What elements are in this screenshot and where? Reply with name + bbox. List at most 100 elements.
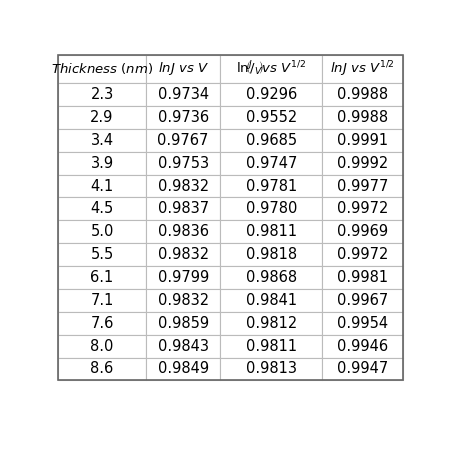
- Bar: [58, 198, 146, 220]
- Text: $\mathit{lnJ\ vs\ V}$: $\mathit{lnJ\ vs\ V}$: [158, 60, 209, 77]
- Text: 2.9: 2.9: [90, 110, 114, 125]
- Bar: [220, 198, 322, 220]
- Text: 0.9841: 0.9841: [246, 293, 297, 308]
- Bar: [220, 106, 322, 129]
- Bar: [146, 266, 220, 289]
- Bar: [146, 55, 220, 83]
- Bar: [220, 312, 322, 335]
- Bar: [220, 289, 322, 312]
- Text: 0.9843: 0.9843: [158, 338, 209, 354]
- Text: 8.6: 8.6: [90, 361, 114, 377]
- Bar: [58, 220, 146, 243]
- Bar: [322, 55, 403, 83]
- Bar: [322, 220, 403, 243]
- Bar: [58, 55, 146, 83]
- Bar: [220, 175, 322, 198]
- Text: $\mathrm{ln}\!\left(\!^{J}\!/_{V}\!\right)\!\mathit{vs}\ V^{1/2}$: $\mathrm{ln}\!\left(\!^{J}\!/_{V}\!\righ…: [236, 59, 306, 78]
- Bar: [146, 289, 220, 312]
- Bar: [220, 335, 322, 358]
- Bar: [146, 106, 220, 129]
- Bar: [146, 220, 220, 243]
- Bar: [58, 129, 146, 152]
- Bar: [146, 335, 220, 358]
- Bar: [322, 129, 403, 152]
- Text: 0.9753: 0.9753: [158, 156, 209, 171]
- Bar: [58, 312, 146, 335]
- Bar: [220, 152, 322, 175]
- Bar: [220, 358, 322, 380]
- Text: 5.5: 5.5: [90, 247, 114, 262]
- Bar: [58, 289, 146, 312]
- Bar: [146, 129, 220, 152]
- Text: 0.9818: 0.9818: [246, 247, 297, 262]
- Text: 0.9747: 0.9747: [246, 156, 297, 171]
- Text: 7.1: 7.1: [90, 293, 114, 308]
- Bar: [220, 129, 322, 152]
- Text: 0.9811: 0.9811: [246, 224, 297, 239]
- Text: 0.9799: 0.9799: [158, 270, 209, 285]
- Text: 6.1: 6.1: [90, 270, 114, 285]
- Bar: [58, 106, 146, 129]
- Bar: [58, 175, 146, 198]
- Bar: [322, 106, 403, 129]
- Bar: [146, 358, 220, 380]
- Text: 0.9736: 0.9736: [158, 110, 209, 125]
- Text: 0.9296: 0.9296: [246, 87, 297, 102]
- Bar: [322, 312, 403, 335]
- Text: 0.9849: 0.9849: [158, 361, 209, 377]
- Text: 3.4: 3.4: [90, 133, 113, 148]
- Bar: [58, 335, 146, 358]
- Text: 0.9832: 0.9832: [158, 179, 209, 194]
- Text: 0.9685: 0.9685: [246, 133, 297, 148]
- Text: 0.9977: 0.9977: [337, 179, 388, 194]
- Text: 4.1: 4.1: [90, 179, 114, 194]
- Bar: [146, 175, 220, 198]
- Text: 0.9972: 0.9972: [337, 202, 388, 216]
- Text: 0.9781: 0.9781: [246, 179, 297, 194]
- Bar: [58, 243, 146, 266]
- Text: $\mathit{lnJ\ vs\ }V^{1/2}$: $\mathit{lnJ\ vs\ }V^{1/2}$: [330, 59, 395, 79]
- Text: $\mathit{Thickness\ (nm)}$: $\mathit{Thickness\ (nm)}$: [51, 61, 153, 76]
- Text: 0.9988: 0.9988: [337, 110, 388, 125]
- Text: 2.3: 2.3: [90, 87, 114, 102]
- Bar: [322, 358, 403, 380]
- Text: 0.9837: 0.9837: [158, 202, 209, 216]
- Text: 0.9813: 0.9813: [246, 361, 297, 377]
- Text: 3.9: 3.9: [90, 156, 113, 171]
- Text: 7.6: 7.6: [90, 316, 114, 331]
- Text: 0.9767: 0.9767: [158, 133, 209, 148]
- Bar: [322, 198, 403, 220]
- Text: 0.9832: 0.9832: [158, 293, 209, 308]
- Text: 0.9812: 0.9812: [246, 316, 297, 331]
- Text: 0.9811: 0.9811: [246, 338, 297, 354]
- Bar: [146, 83, 220, 106]
- Text: 0.9981: 0.9981: [337, 270, 388, 285]
- Bar: [322, 243, 403, 266]
- Bar: [322, 289, 403, 312]
- Text: 0.9972: 0.9972: [337, 247, 388, 262]
- Bar: [220, 243, 322, 266]
- Text: 5.0: 5.0: [90, 224, 114, 239]
- Text: 0.9954: 0.9954: [337, 316, 388, 331]
- Text: 0.9991: 0.9991: [337, 133, 388, 148]
- Bar: [58, 358, 146, 380]
- Bar: [58, 266, 146, 289]
- Bar: [322, 152, 403, 175]
- Text: 0.9946: 0.9946: [337, 338, 388, 354]
- Bar: [146, 243, 220, 266]
- Bar: [146, 152, 220, 175]
- Bar: [58, 83, 146, 106]
- Text: 0.9832: 0.9832: [158, 247, 209, 262]
- Text: 0.9969: 0.9969: [337, 224, 388, 239]
- Text: 0.9988: 0.9988: [337, 87, 388, 102]
- Bar: [322, 266, 403, 289]
- Bar: [220, 83, 322, 106]
- Text: 0.9780: 0.9780: [246, 202, 297, 216]
- Bar: [220, 220, 322, 243]
- Bar: [220, 266, 322, 289]
- Text: 0.9868: 0.9868: [246, 270, 297, 285]
- Text: 4.5: 4.5: [90, 202, 114, 216]
- Text: 0.9734: 0.9734: [158, 87, 209, 102]
- Text: 0.9552: 0.9552: [246, 110, 297, 125]
- Text: 0.9836: 0.9836: [158, 224, 209, 239]
